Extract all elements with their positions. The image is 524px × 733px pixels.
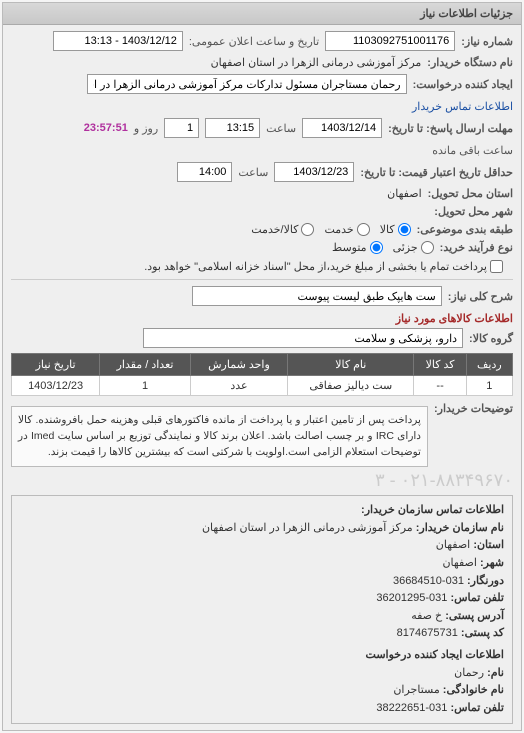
announce-label: تاریخ و ساعت اعلان عمومی:: [189, 35, 319, 48]
table-cell: عدد: [190, 376, 287, 396]
countdown-timer: 23:57:51: [84, 122, 128, 134]
table-cell: 1: [466, 376, 512, 396]
table-row: 1--ست دیالیز صفاقیعدد11403/12/23: [12, 376, 513, 396]
c-postal-label: کد پستی:: [461, 627, 504, 639]
buyer-desc-label: توضیحات خریدار:: [434, 402, 513, 415]
c-city-value: اصفهان: [442, 557, 476, 569]
proc-mid-radio[interactable]: [370, 241, 383, 254]
need-title-label: شرح کلی نیاز:: [448, 290, 513, 303]
buyer-desc-text: پرداخت پس از تامین اعتبار و یا پرداخت از…: [11, 406, 428, 467]
days-input[interactable]: [164, 118, 199, 138]
cat-both-label: کالا/خدمت: [251, 223, 298, 236]
cat-service-label: خدمت: [324, 223, 353, 236]
c-province-value: اصفهان: [436, 539, 470, 551]
c-address-value: خ صفه: [411, 610, 442, 622]
c-address-label: آدرس پستی:: [445, 610, 504, 622]
c-fax-value: 031-36684510: [393, 575, 464, 587]
remain-label: ساعت باقی مانده: [432, 144, 513, 157]
treasury-label: پرداخت تمام یا بخشی از مبلغ خرید،از محل …: [144, 260, 487, 273]
cat-both-radio[interactable]: [301, 223, 314, 236]
goods-table: ردیفکد کالانام کالاواحد شمارشتعداد / مقد…: [11, 353, 513, 396]
org-value: مرکز آموزشی درمانی الزهرا در استان اصفها…: [211, 56, 422, 69]
goods-group-label: گروه کالا:: [469, 332, 513, 345]
price-time-input[interactable]: [177, 162, 232, 182]
table-header: تاریخ نیاز: [12, 354, 100, 376]
proc-low-radio[interactable]: [421, 241, 434, 254]
c-creator-section: اطلاعات ایجاد کننده درخواست: [366, 649, 504, 661]
creator-label: ایجاد کننده درخواست:: [413, 78, 513, 91]
province-label: استان محل تحویل:: [428, 187, 513, 200]
faded-phone: ۰۲۱-۸۸۳۴۹۶۷۰ - ۳: [11, 470, 513, 491]
need-no-input[interactable]: [325, 31, 455, 51]
price-date-input[interactable]: [274, 162, 354, 182]
city-label: شهر محل تحویل:: [434, 205, 513, 218]
c-creator-phone-value: 031-38222651: [376, 702, 447, 714]
table-header: نام کالا: [288, 354, 414, 376]
c-city-label: شهر:: [480, 557, 504, 569]
c-family-value: مستاجران: [393, 684, 439, 696]
reply-date-input[interactable]: [302, 118, 382, 138]
time-label-2: ساعت: [238, 166, 268, 179]
proc-low-label: جزئی: [393, 241, 418, 254]
table-cell: 1403/12/23: [12, 376, 100, 396]
c-org-value: مرکز آموزشی درمانی الزهرا در استان اصفها…: [202, 522, 413, 534]
table-cell: ست دیالیز صفاقی: [288, 376, 414, 396]
need-no-label: شماره نیاز:: [461, 35, 513, 48]
time-label-1: ساعت: [266, 122, 296, 135]
treasury-checkbox[interactable]: [490, 260, 503, 273]
c-phone-label: تلفن تماس:: [450, 592, 504, 604]
cat-goods-radio[interactable]: [398, 223, 411, 236]
announce-input[interactable]: [53, 31, 183, 51]
c-name-value: رحمان: [454, 667, 484, 679]
reply-deadline-label: مهلت ارسال پاسخ: تا تاریخ:: [388, 122, 513, 135]
days-label: روز و: [134, 122, 158, 135]
buyer-contact-link[interactable]: اطلاعات تماس خریدار: [412, 100, 513, 113]
org-label: نام دستگاه خریدار:: [427, 56, 513, 69]
goods-section-title: اطلاعات کالاهای مورد نیاز: [11, 312, 513, 325]
cat-service-radio[interactable]: [357, 223, 370, 236]
contact-block: اطلاعات تماس سازمان خریدار: نام سازمان خ…: [11, 495, 513, 724]
price-deadline-label: حداقل تاریخ اعتبار قیمت: تا تاریخ:: [360, 166, 513, 179]
category-label: طبقه بندی موضوعی:: [417, 223, 513, 236]
process-label: نوع فرآیند خرید:: [440, 241, 513, 254]
c-creator-phone-label: تلفن تماس:: [450, 702, 504, 714]
creator-input[interactable]: [87, 74, 407, 94]
c-phone-value: 031-36201295: [376, 592, 447, 604]
proc-mid-label: متوسط: [332, 241, 367, 254]
province-value: اصفهان: [387, 187, 421, 200]
table-header: کد کالا: [414, 354, 466, 376]
c-province-label: استان:: [473, 539, 504, 551]
c-fax-label: دورنگار:: [467, 575, 504, 587]
panel-title: جزئیات اطلاعات نیاز: [3, 3, 521, 25]
c-org-label: نام سازمان خریدار:: [416, 522, 504, 534]
contact-title: اطلاعات تماس سازمان خریدار:: [361, 504, 504, 516]
goods-group-input[interactable]: [143, 328, 463, 348]
table-header: ردیف: [466, 354, 512, 376]
table-header: واحد شمارش: [190, 354, 287, 376]
c-family-label: نام خانوادگی:: [443, 684, 504, 696]
c-postal-value: 8174675731: [397, 627, 458, 639]
need-title-input[interactable]: [192, 286, 442, 306]
reply-time-input[interactable]: [205, 118, 260, 138]
c-name-label: نام:: [487, 667, 504, 679]
table-cell: 1: [100, 376, 191, 396]
cat-goods-label: کالا: [380, 223, 395, 236]
table-cell: --: [414, 376, 466, 396]
table-header: تعداد / مقدار: [100, 354, 191, 376]
